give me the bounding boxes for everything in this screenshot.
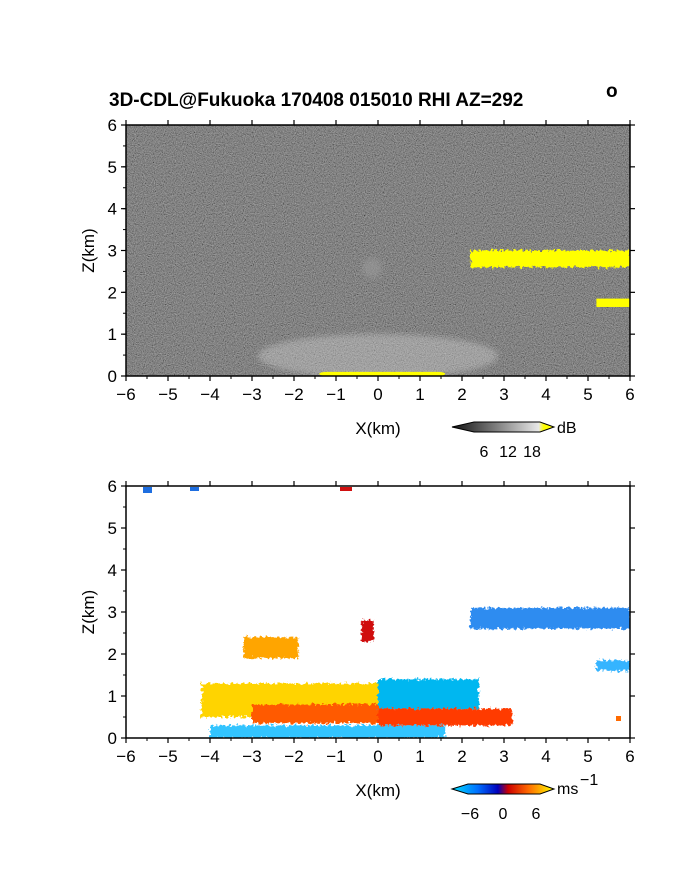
- velocity-x-tick-label: −5: [158, 747, 177, 766]
- intensity-feature-cloud-fragment: [596, 298, 630, 307]
- intensity-colorbar-tick-label: 18: [523, 444, 541, 461]
- velocity-x-tick-label: −1: [326, 747, 345, 766]
- intensity-x-axis-label: X(km): [355, 419, 400, 438]
- intensity-y-tick-label: 4: [108, 200, 117, 219]
- velocity-x-tick-label: 3: [499, 747, 508, 766]
- intensity-colorbar-unit: dB: [557, 420, 577, 437]
- velocity-top-speck: [143, 487, 152, 493]
- intensity-x-tick-label: 6: [625, 385, 634, 404]
- velocity-colorbar-bar: [450, 783, 556, 795]
- intensity-x-tick-label: 1: [415, 385, 424, 404]
- intensity-y-tick-label: 0: [108, 367, 117, 386]
- velocity-y-axis-label: Z(km): [79, 590, 98, 634]
- intensity-x-tick-label: 5: [583, 385, 592, 404]
- intensity-x-tick-label: −1: [326, 385, 345, 404]
- intensity-x-tick-label: 4: [541, 385, 550, 404]
- velocity-x-tick-label: −2: [284, 747, 303, 766]
- intensity-panel: −6 −5 −4 −3 −2 −1 0 1 2 3 4 5 6 0 1 2 3 4 5 6 X(km) Z(km): [79, 116, 635, 438]
- velocity-x-tick-label: 1: [415, 747, 424, 766]
- intensity-aloft-echo: [362, 258, 382, 278]
- velocity-y-tick-label: 4: [108, 561, 117, 580]
- velocity-x-tick-label: 4: [541, 747, 550, 766]
- velocity-y-tick-label: 2: [108, 645, 117, 664]
- velocity-top-speck: [340, 487, 352, 491]
- velocity-feature-cloud-fragment: [596, 660, 630, 671]
- velocity-colorbar-unit-exponent: −1: [580, 772, 598, 789]
- intensity-x-tick-label: −3: [242, 385, 261, 404]
- intensity-x-tick-label: −6: [116, 385, 135, 404]
- intensity-colorbar-tick-label: 12: [499, 444, 517, 461]
- velocity-feature-convergence-core: [361, 620, 374, 642]
- intensity-plot-area: [126, 125, 630, 376]
- velocity-x-tick-label: 2: [457, 747, 466, 766]
- velocity-feature-outflow-right-lower: [378, 708, 513, 726]
- velocity-y-tick-label: 0: [108, 729, 117, 748]
- velocity-y-tick-label: 3: [108, 603, 117, 622]
- velocity-y-tick-label: 1: [108, 687, 117, 706]
- velocity-feature-aloft-patch: [243, 637, 299, 659]
- velocity-colorbar-tick-label: 6: [532, 806, 541, 823]
- velocity-x-tick-label: 5: [583, 747, 592, 766]
- intensity-y-tick-label: 6: [108, 116, 117, 135]
- velocity-feature-upper-cloud-layer: [470, 607, 630, 629]
- intensity-y-tick-label: 1: [108, 325, 117, 344]
- chart-title: 3D-CDL@Fukuoka 170408 015010 RHI AZ=292: [109, 90, 523, 111]
- velocity-x-tick-label: −3: [242, 747, 261, 766]
- intensity-x-tick-label: 3: [499, 385, 508, 404]
- velocity-y-tick-label: 6: [108, 477, 117, 496]
- intensity-y-tick-label: 3: [108, 242, 117, 261]
- velocity-top-speck: [190, 487, 199, 491]
- chart-title-degree: o: [606, 81, 618, 102]
- intensity-x-tick-label: −2: [284, 385, 303, 404]
- intensity-colorbar-bar: [451, 421, 556, 433]
- intensity-x-tick-label: 0: [373, 385, 382, 404]
- intensity-colorbar-tick-label: 6: [480, 444, 489, 461]
- intensity-y-axis-label: Z(km): [79, 228, 98, 272]
- intensity-colorbar: dB 6 12 18: [451, 420, 577, 461]
- velocity-panel: −6 −5 −4 −3 −2 −1 0 1 2 3 4 5 6 0 1 2 3 4 5 6 X(km) Z(km): [79, 477, 635, 800]
- intensity-feature-cloud-layer: [470, 250, 630, 268]
- velocity-colorbar-unit: ms: [557, 781, 578, 798]
- velocity-colorbar-tick-label: −6: [461, 806, 479, 823]
- velocity-feature-outflow-left-lower: [252, 704, 378, 724]
- intensity-y-tick-label: 2: [108, 283, 117, 302]
- velocity-colorbar-tick-label: 0: [499, 806, 508, 823]
- intensity-x-tick-label: −5: [158, 385, 177, 404]
- intensity-feature-surface-return: [319, 371, 446, 376]
- intensity-x-tick-label: 2: [457, 385, 466, 404]
- velocity-feature-surface-flow: [210, 725, 446, 738]
- intensity-y-tick-label: 5: [108, 158, 117, 177]
- velocity-isolated-pixel: [616, 716, 621, 721]
- velocity-x-tick-label: −6: [116, 747, 135, 766]
- velocity-y-tick-label: 5: [108, 519, 117, 538]
- velocity-x-axis-label: X(km): [355, 781, 400, 800]
- velocity-x-tick-label: 6: [625, 747, 634, 766]
- velocity-x-tick-label: 0: [373, 747, 382, 766]
- velocity-plot-area: [126, 486, 630, 738]
- velocity-feature-inflow-right: [378, 679, 479, 709]
- intensity-bright-band: [258, 334, 498, 376]
- velocity-colorbar: ms −1 −6 0 6: [450, 772, 598, 823]
- velocity-x-tick-label: −4: [200, 747, 219, 766]
- intensity-x-tick-label: −4: [200, 385, 219, 404]
